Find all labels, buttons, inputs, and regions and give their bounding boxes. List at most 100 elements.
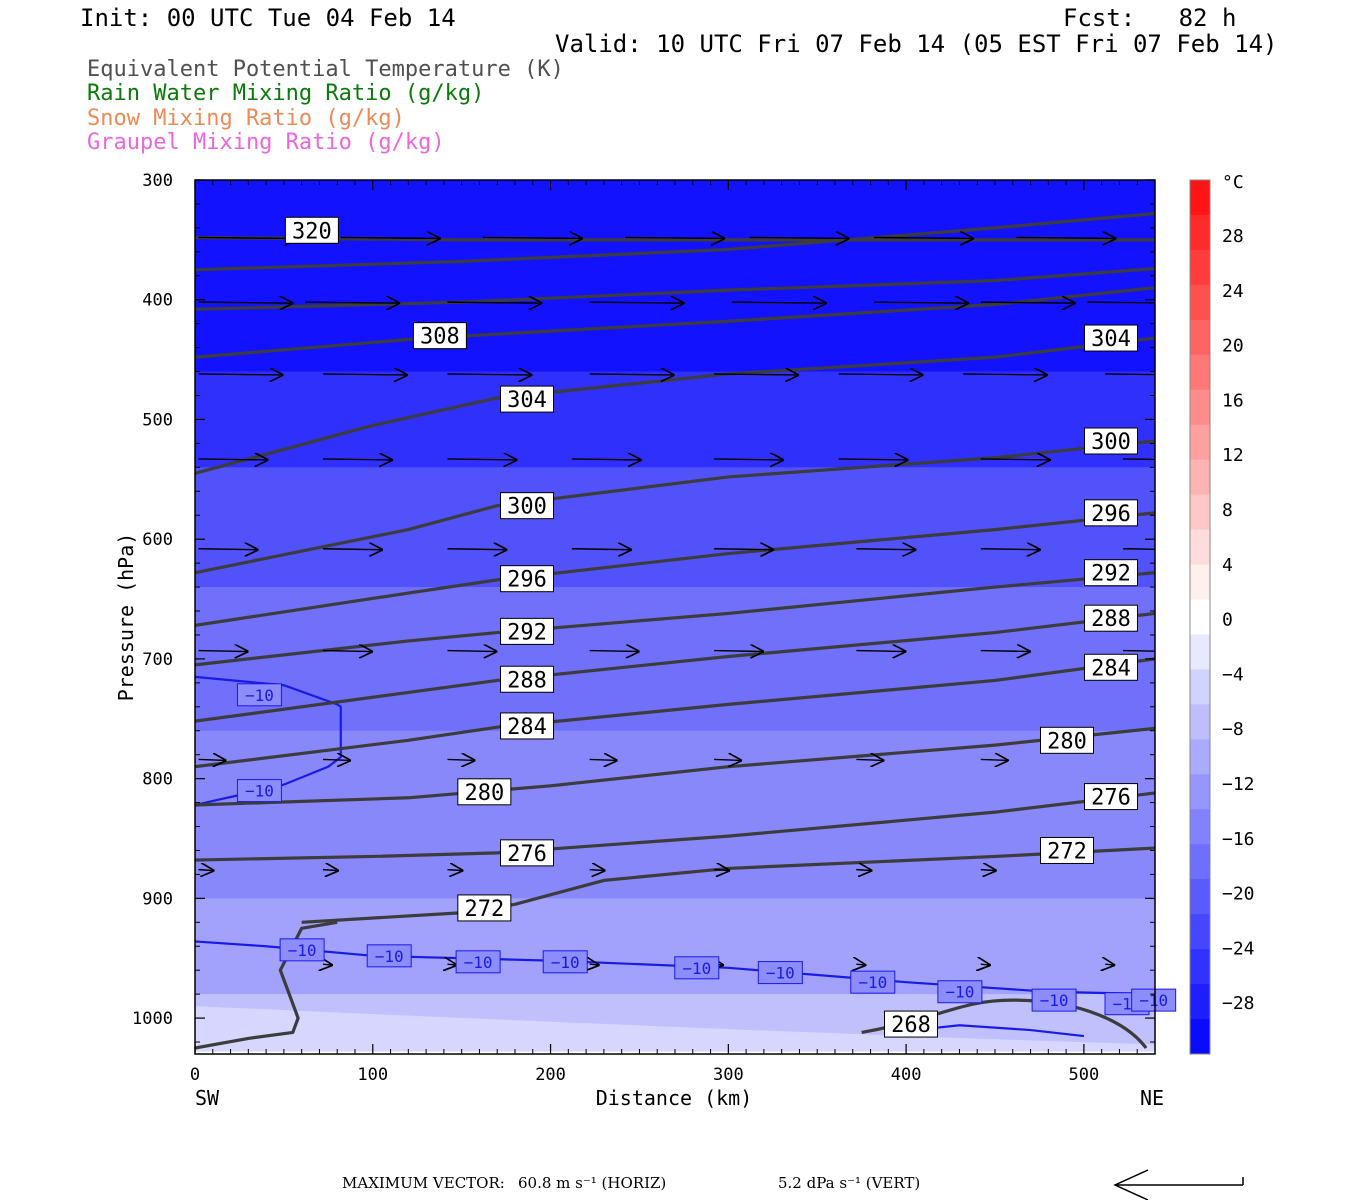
isotherm-label: −10 <box>850 970 896 994</box>
endpoint-right: NE <box>1140 1086 1164 1110</box>
colorbar-label: 24 <box>1222 281 1244 302</box>
wind-vector <box>322 651 373 652</box>
wind-vector <box>447 374 532 375</box>
wind-vector <box>198 870 215 871</box>
wind-vector <box>1122 548 1155 550</box>
wind-vector <box>447 759 475 760</box>
wind-vector <box>838 459 909 460</box>
isotherm-label: −10 <box>279 938 325 962</box>
temperature-band <box>195 1006 1155 1054</box>
isotherm-label: −10 <box>937 980 983 1004</box>
isotherm-label: −10 <box>455 950 501 974</box>
theta-e-label: 276 <box>1084 783 1138 811</box>
colorbar-label: 12 <box>1222 445 1244 466</box>
x-tick-label: 400 <box>891 1065 922 1085</box>
colorbar-label: 8 <box>1222 500 1233 521</box>
svg-text:288: 288 <box>1091 607 1131 632</box>
y-tick-label: 300 <box>142 171 173 191</box>
theta-e-contour <box>195 235 1155 242</box>
colorbar-label: 28 <box>1222 226 1244 247</box>
y-tick-label: 700 <box>142 650 173 670</box>
temperature-band <box>195 587 1155 732</box>
wind-vector <box>322 549 383 550</box>
colorbar-segment <box>1190 494 1210 531</box>
wind-vector <box>714 549 774 550</box>
colorbar-label: −28 <box>1222 993 1255 1014</box>
wind-vector <box>198 759 227 760</box>
svg-text:268: 268 <box>891 1013 931 1038</box>
wind-vector <box>980 302 1076 303</box>
temperature-band <box>195 898 1155 996</box>
colorbar-label: 0 <box>1222 610 1233 631</box>
wind-vector <box>1122 649 1155 652</box>
wind-vector <box>198 237 299 238</box>
wind-vector <box>447 549 507 550</box>
colorbar-label: −20 <box>1222 884 1255 905</box>
y-tick-label: 1000 <box>132 1009 173 1029</box>
theta-e-contour <box>195 439 1155 575</box>
wind-vector <box>731 302 827 303</box>
y-tick-label: 800 <box>142 770 173 790</box>
legend-rain: Rain Water Mixing Ratio (g/kg) <box>87 81 485 106</box>
colorbar-segment <box>1190 529 1210 566</box>
theta-e-contour <box>195 791 1155 862</box>
svg-text:276: 276 <box>1091 786 1131 811</box>
svg-text:304: 304 <box>1091 327 1131 352</box>
wind-vector <box>980 759 1009 760</box>
max-vector-label: MAXIMUM VECTOR: <box>342 1174 505 1192</box>
x-axis-title: Distance (km) <box>596 1086 753 1110</box>
svg-text:304: 304 <box>507 388 547 413</box>
wind-vector <box>198 549 259 550</box>
legend-graupel: Graupel Mixing Ratio (g/kg) <box>87 130 445 155</box>
theta-e-label: 280 <box>457 778 512 806</box>
svg-text:−10: −10 <box>288 941 317 960</box>
temperature-band <box>195 180 1155 373</box>
colorbar-label: −4 <box>1222 664 1244 685</box>
theta-e-label: 304 <box>1084 324 1138 352</box>
colorbar-label: −8 <box>1222 719 1244 740</box>
colorbar-segment <box>1190 319 1210 356</box>
x-tick-label: 100 <box>357 1065 388 1085</box>
colorbar-label: −12 <box>1222 774 1255 795</box>
svg-text:284: 284 <box>1091 656 1131 681</box>
wind-vector <box>1105 373 1155 376</box>
colorbar-segment <box>1190 984 1210 1020</box>
wind-vector <box>447 459 517 460</box>
theta-e-label: 272 <box>1040 836 1094 864</box>
max-vector-vert: 5.2 dPa s⁻¹ (VERT) <box>778 1174 921 1192</box>
svg-text:280: 280 <box>464 781 504 806</box>
svg-text:−10: −10 <box>1139 991 1168 1010</box>
wind-vector <box>198 302 294 303</box>
svg-text:−10: −10 <box>682 959 711 978</box>
colorbar-segment <box>1190 844 1210 880</box>
svg-text:−10: −10 <box>766 964 795 983</box>
wind-vector <box>1016 237 1116 238</box>
wind-vector <box>571 459 642 460</box>
theta-e-label: 276 <box>500 839 554 867</box>
wind-vector <box>749 237 850 238</box>
wind-vector <box>856 870 872 871</box>
theta-e-contour <box>195 336 1155 475</box>
wind-vector <box>589 870 606 871</box>
theta-e-label: 296 <box>1084 499 1138 527</box>
theta-e-label: 304 <box>500 385 554 413</box>
colorbar-segment <box>1190 1019 1210 1055</box>
svg-text:−10: −10 <box>858 973 887 992</box>
theta-e-contour <box>195 920 338 1050</box>
isotherm-label: −10 <box>236 683 282 707</box>
wind-vector <box>856 964 866 965</box>
svg-text:276: 276 <box>507 842 547 867</box>
svg-text:280: 280 <box>1047 729 1087 754</box>
wind-vector <box>714 374 799 375</box>
wind-vector <box>198 374 284 375</box>
init-time: Init: 00 UTC Tue 04 Feb 14 <box>80 4 456 32</box>
isotherm-label: −10 <box>1031 988 1077 1012</box>
svg-text:−10: −10 <box>1040 991 1069 1010</box>
theta-e-label: 296 <box>500 565 554 593</box>
wind-vector <box>322 759 351 760</box>
theta-e-contour <box>195 286 1155 359</box>
colorbar-label: −24 <box>1222 938 1255 959</box>
svg-text:−10: −10 <box>245 686 274 705</box>
wind-vector <box>714 651 764 652</box>
